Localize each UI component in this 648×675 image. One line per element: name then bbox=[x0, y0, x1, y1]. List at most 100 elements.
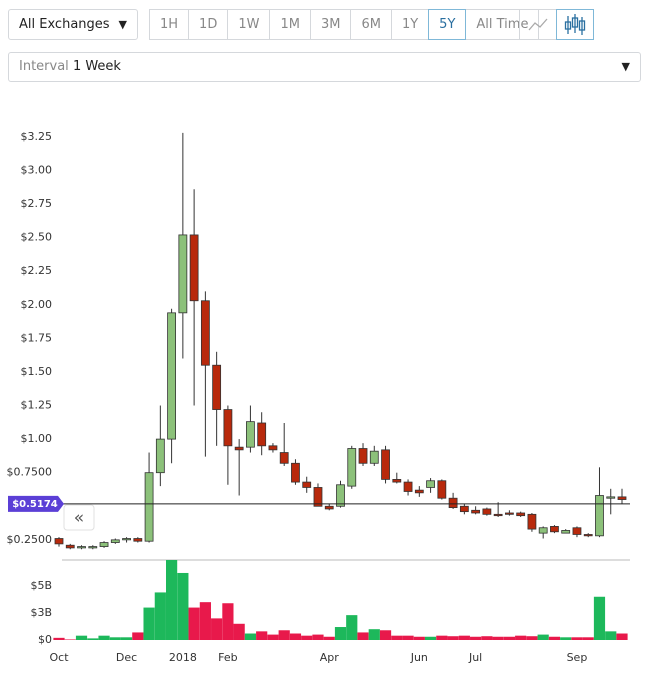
chart-type-buttons bbox=[519, 9, 594, 40]
x-tick-label: Jun bbox=[410, 651, 428, 664]
candle-body bbox=[155, 438, 165, 474]
candle-body bbox=[358, 448, 368, 464]
candle-body bbox=[313, 487, 323, 507]
volume-bar bbox=[278, 630, 290, 640]
volume-bar bbox=[503, 636, 515, 640]
candle-body bbox=[167, 312, 177, 440]
volume-bar bbox=[211, 618, 223, 640]
volume-bar bbox=[605, 631, 617, 640]
candle-body bbox=[347, 448, 357, 487]
y2-tick-label: $3B bbox=[30, 606, 52, 619]
candle-body bbox=[550, 526, 559, 533]
candle-body bbox=[144, 472, 154, 542]
y-tick-label: $2.50 bbox=[21, 231, 53, 244]
candle-body bbox=[516, 512, 526, 517]
candle-chart-button[interactable] bbox=[556, 9, 594, 40]
interval-dropdown[interactable]: Interval 1 Week ▼ bbox=[8, 52, 641, 82]
range-button[interactable]: 5Y bbox=[428, 9, 467, 40]
volume-bar bbox=[53, 637, 65, 640]
y-tick-label: $3.25 bbox=[21, 130, 53, 143]
candle-body bbox=[561, 530, 571, 534]
current-price-tag: $0.5174 bbox=[8, 495, 64, 512]
interval-label: Interval bbox=[19, 59, 69, 74]
candle-body bbox=[448, 497, 458, 509]
y-tick-label: $1.50 bbox=[21, 365, 53, 378]
candle-body bbox=[65, 544, 75, 549]
candle-body bbox=[212, 364, 222, 410]
volume-bar bbox=[75, 635, 88, 640]
volume-bar bbox=[357, 632, 369, 640]
x-tick-label: Feb bbox=[218, 651, 237, 664]
y-tick-label: $1.75 bbox=[21, 331, 53, 344]
volume-bar bbox=[120, 637, 133, 640]
candle-body bbox=[234, 446, 244, 451]
volume-bar bbox=[301, 635, 313, 640]
volume-bar bbox=[458, 635, 470, 640]
candle-body bbox=[324, 505, 334, 510]
candle-body bbox=[471, 509, 481, 514]
candle-body bbox=[133, 538, 143, 542]
candle-body bbox=[617, 496, 627, 500]
volume-bar bbox=[402, 635, 414, 640]
candle-body bbox=[381, 449, 390, 480]
volume-bar bbox=[312, 634, 324, 640]
volume-bar bbox=[177, 572, 189, 640]
candle-body bbox=[392, 479, 402, 483]
volume-bar bbox=[526, 636, 538, 640]
volume-bar bbox=[537, 634, 549, 640]
x-tick-label: Apr bbox=[320, 651, 340, 664]
line-icon bbox=[528, 18, 548, 31]
volume-bar bbox=[143, 607, 155, 640]
candle-body bbox=[200, 300, 210, 366]
volume-bar bbox=[166, 560, 178, 640]
volume-bar bbox=[515, 635, 527, 640]
chevron: « bbox=[74, 508, 84, 528]
candle-body bbox=[426, 480, 435, 488]
exchange-text: All Exchanges bbox=[19, 17, 110, 32]
range-buttons: 1H 1D 1W 1M 3M 6M 1Y 5Y All Time bbox=[149, 9, 540, 40]
volume-bar bbox=[436, 635, 448, 640]
candle-body bbox=[99, 542, 109, 547]
volume-bar bbox=[492, 636, 504, 640]
volume-bar bbox=[109, 637, 121, 640]
volume-bar bbox=[582, 637, 594, 640]
y-tick-label: $2.75 bbox=[21, 197, 53, 210]
y2-tick-label: $5B bbox=[30, 579, 52, 592]
candle-body bbox=[482, 508, 492, 515]
candle-body bbox=[257, 422, 267, 447]
volume-bar bbox=[98, 635, 110, 640]
volume-bar bbox=[346, 615, 358, 640]
candle-body bbox=[223, 409, 233, 447]
candle-body bbox=[122, 538, 131, 541]
exchange-dropdown[interactable]: All Exchanges ▼ bbox=[8, 9, 138, 40]
candle-body bbox=[583, 534, 593, 537]
volume-bar bbox=[154, 592, 166, 640]
y-tick-label: $2.00 bbox=[21, 298, 53, 311]
candle-body bbox=[302, 481, 312, 488]
volume-bar bbox=[368, 629, 380, 640]
candle-body bbox=[268, 445, 278, 451]
scroll-back-button[interactable]: « bbox=[63, 504, 95, 531]
volume-bar bbox=[256, 631, 268, 640]
volume-bar bbox=[413, 636, 425, 640]
candle-body bbox=[336, 484, 345, 507]
candle-body bbox=[437, 480, 447, 499]
y-tick-label: $3.00 bbox=[21, 163, 53, 176]
candle-body bbox=[595, 495, 604, 537]
y-tick-label: $1.00 bbox=[21, 432, 53, 445]
candle-body bbox=[291, 462, 300, 483]
volume-bar bbox=[548, 636, 561, 640]
candle-body bbox=[279, 452, 289, 464]
candle-body bbox=[246, 421, 255, 448]
y-tick-label: $0.2500 bbox=[7, 533, 53, 546]
current-price-label: $0.5174 bbox=[12, 499, 58, 510]
candle-body bbox=[403, 481, 413, 492]
volume-bar bbox=[481, 636, 493, 640]
candle-body bbox=[527, 513, 537, 530]
candle-body bbox=[110, 539, 120, 543]
candle-body bbox=[493, 513, 503, 517]
y2-tick-label: $0 bbox=[38, 633, 52, 646]
candle-icon bbox=[564, 14, 586, 35]
